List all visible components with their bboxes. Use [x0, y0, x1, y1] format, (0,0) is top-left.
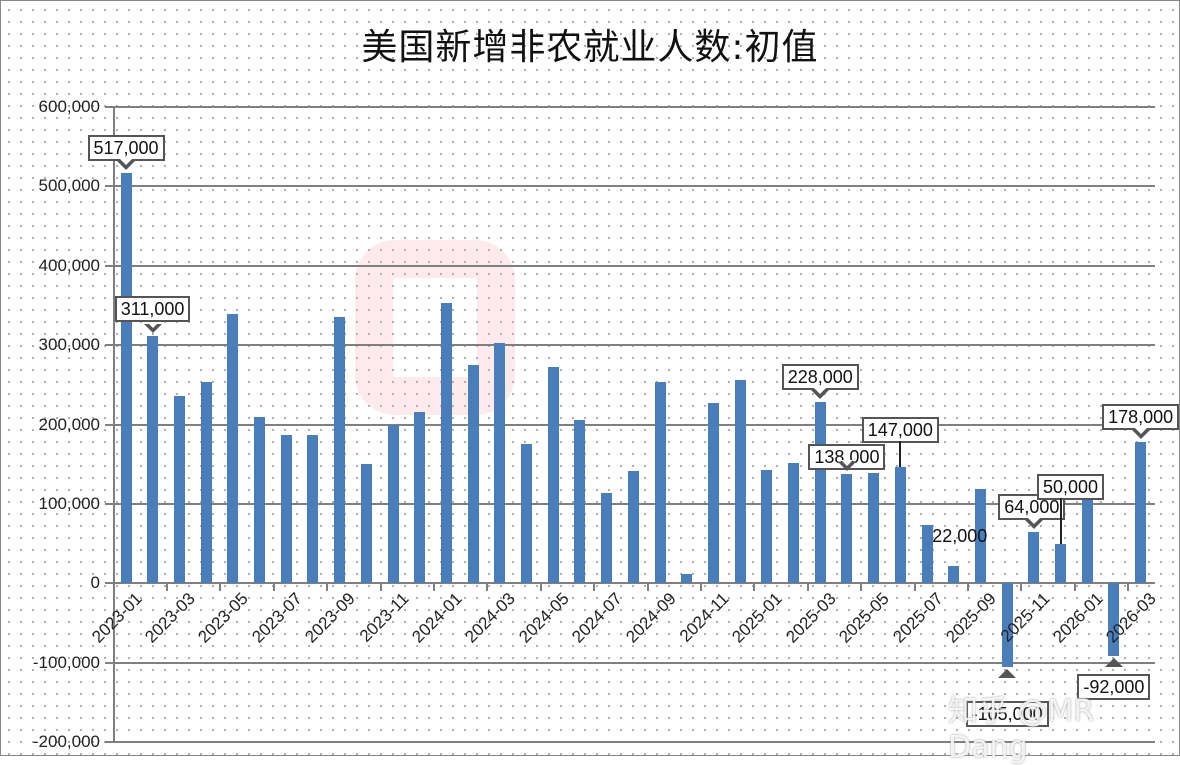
callout-pointer [1104, 658, 1123, 668]
x-tick [219, 584, 222, 592]
gridline [105, 264, 1155, 267]
gridline [105, 423, 1155, 426]
watermark-logo [355, 240, 515, 415]
x-tick [112, 584, 115, 592]
gridline [105, 741, 1155, 743]
bar [200, 382, 212, 584]
bar [948, 565, 960, 584]
x-tick [753, 584, 756, 592]
callout-pointer [811, 388, 830, 400]
x-tick [593, 584, 596, 592]
bar [894, 466, 906, 584]
data-label: -92,000 [1077, 674, 1151, 701]
bar [841, 473, 853, 584]
y-tick-label: 400,000 [38, 255, 100, 275]
bar [494, 342, 506, 584]
y-tick-label: -200,000 [32, 732, 100, 751]
bar [467, 364, 479, 584]
bar [440, 303, 452, 584]
chart-title: 美国新增非农就业人数:初值 [361, 27, 819, 68]
bar [1055, 543, 1066, 584]
callout-pointer [117, 158, 135, 170]
bar [921, 525, 933, 584]
x-tick [272, 584, 275, 592]
y-tick-label: 0 [90, 573, 100, 593]
x-tick [646, 584, 649, 592]
bar [707, 403, 719, 584]
data-label: 50,000 [1037, 473, 1105, 500]
bar [1028, 532, 1040, 584]
bar [254, 417, 265, 584]
bar [307, 434, 319, 584]
y-tick-label: 200,000 [38, 414, 100, 434]
bar [173, 395, 185, 584]
y-tick-label: 600,000 [38, 97, 100, 116]
data-label: 147,000 [861, 416, 939, 443]
x-tick [1127, 584, 1130, 592]
gridline [105, 344, 1155, 347]
x-tick [1020, 584, 1023, 592]
x-tick [166, 584, 169, 592]
callout-pointer [1024, 518, 1043, 530]
callout-pointer [998, 668, 1017, 678]
gridline [105, 661, 1155, 664]
callout-pointer [143, 322, 162, 334]
bar [1108, 583, 1120, 657]
x-tick [486, 584, 489, 592]
data-label: 178,000 [1102, 403, 1180, 430]
data-label: 517,000 [87, 134, 165, 161]
data-label: -105,000 [965, 700, 1049, 727]
bar [147, 336, 159, 584]
x-tick [379, 584, 382, 592]
bar [654, 381, 666, 584]
bar [788, 463, 799, 584]
leader-line [1059, 497, 1062, 544]
bar [734, 380, 746, 584]
bar [360, 464, 372, 584]
data-label: 228,000 [781, 364, 859, 391]
bar [627, 470, 639, 584]
bar [1135, 441, 1147, 584]
bar [868, 472, 880, 584]
y-tick-label: -100,000 [32, 652, 100, 672]
bar [1081, 480, 1093, 584]
bar [1001, 583, 1013, 667]
y-tick-label: 100,000 [38, 493, 100, 513]
bar [974, 488, 986, 584]
y-tick-label: 300,000 [38, 335, 100, 355]
x-tick [326, 584, 329, 592]
x-tick [433, 584, 436, 592]
bar [574, 419, 586, 584]
bar [547, 367, 559, 584]
bar [227, 314, 239, 584]
x-tick [913, 584, 916, 592]
bar [120, 172, 132, 584]
leader-line [899, 440, 902, 467]
gridline [105, 185, 1155, 188]
y-tick-label: 500,000 [38, 176, 100, 196]
x-tick [1073, 584, 1076, 592]
bar [601, 492, 613, 584]
bar [814, 402, 826, 584]
x-tick [967, 584, 970, 592]
data-label: 311,000 [114, 296, 191, 323]
x-tick [860, 584, 863, 592]
plot-area [105, 106, 1155, 743]
data-label: 22,000 [932, 525, 988, 546]
bar [761, 469, 773, 584]
x-tick [539, 584, 542, 592]
callout-pointer [837, 459, 856, 471]
bar [521, 444, 532, 584]
bar [280, 434, 292, 584]
gridline [105, 106, 1155, 108]
bar [681, 573, 693, 584]
bar [334, 316, 346, 584]
callout-pointer [1131, 427, 1150, 439]
bar [387, 425, 399, 584]
watermark-credit: 知乎 @MR Dang [948, 694, 1095, 765]
x-tick [700, 584, 703, 592]
x-tick [806, 584, 809, 592]
bar [414, 411, 426, 584]
gridline [105, 582, 1155, 585]
